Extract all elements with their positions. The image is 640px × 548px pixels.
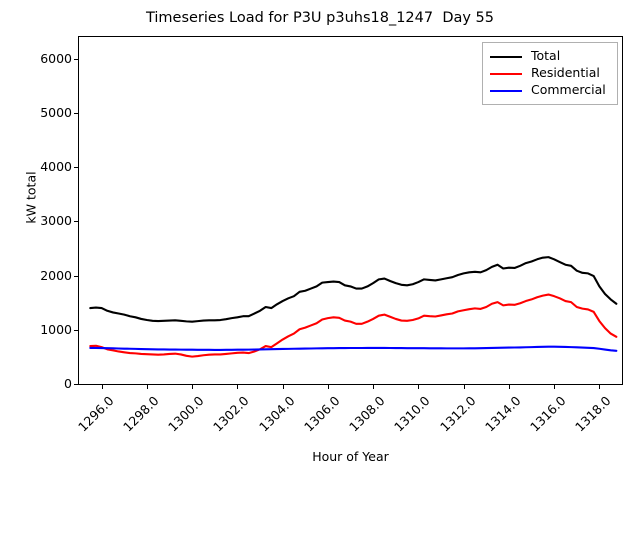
x-tick-mark xyxy=(101,385,103,389)
x-tick-mark xyxy=(146,385,148,389)
y-tick-label: 6000 xyxy=(40,50,72,66)
y-tick-mark xyxy=(74,167,78,169)
matplotlib-figure: Timeseries Load for P3U p3uhs18_1247 Day… xyxy=(0,0,623,480)
y-tick-label: 3000 xyxy=(40,213,72,229)
x-tick-mark xyxy=(373,385,375,389)
x-tick-mark xyxy=(599,385,601,389)
x-tick-mark xyxy=(418,385,420,389)
plot-lines xyxy=(89,256,618,358)
x-tick-mark xyxy=(463,385,465,389)
series-line-total xyxy=(89,256,618,323)
chart-title: Timeseries Load for P3U p3uhs18_1247 Day… xyxy=(145,10,495,26)
legend-entry-total: Total xyxy=(483,48,617,65)
y-axis-label: kW total xyxy=(23,171,39,224)
legend-label-total: Total xyxy=(531,48,561,64)
y-tick-mark xyxy=(74,58,78,60)
legend-swatch-commercial xyxy=(490,89,522,92)
x-tick-mark xyxy=(554,385,556,389)
y-tick-label: 5000 xyxy=(40,104,72,120)
legend-entry-residential: Residential xyxy=(483,65,617,82)
y-tick-mark xyxy=(74,221,78,223)
legend-label-commercial: Commercial xyxy=(531,82,606,98)
series-line-residential xyxy=(89,293,618,358)
y-tick-label: 1000 xyxy=(40,321,72,337)
x-tick-mark xyxy=(282,385,284,389)
y-tick-mark xyxy=(74,112,78,114)
legend-label-residential: Residential xyxy=(531,65,600,81)
x-tick-mark xyxy=(237,385,239,389)
y-tick-label: 4000 xyxy=(40,159,72,175)
x-axis-label: Hour of Year xyxy=(312,449,389,464)
y-tick-mark xyxy=(74,275,78,277)
legend-swatch-residential xyxy=(490,72,522,75)
y-tick-mark xyxy=(74,329,78,331)
legend-entry-commercial: Commercial xyxy=(483,82,617,99)
x-tick-mark xyxy=(327,385,329,389)
series-line-commercial xyxy=(89,345,618,352)
x-tick-mark xyxy=(192,385,194,389)
y-tick-mark xyxy=(74,384,78,385)
x-tick-mark xyxy=(508,385,510,389)
y-tick-label: 0 xyxy=(64,376,72,391)
y-tick-label: 2000 xyxy=(40,267,72,283)
y-axis-tick-labels: 0 1000 2000 3000 4000 5000 6000 xyxy=(0,0,72,480)
chart-legend: Total Residential Commercial xyxy=(482,42,618,105)
legend-swatch-total xyxy=(490,55,522,58)
